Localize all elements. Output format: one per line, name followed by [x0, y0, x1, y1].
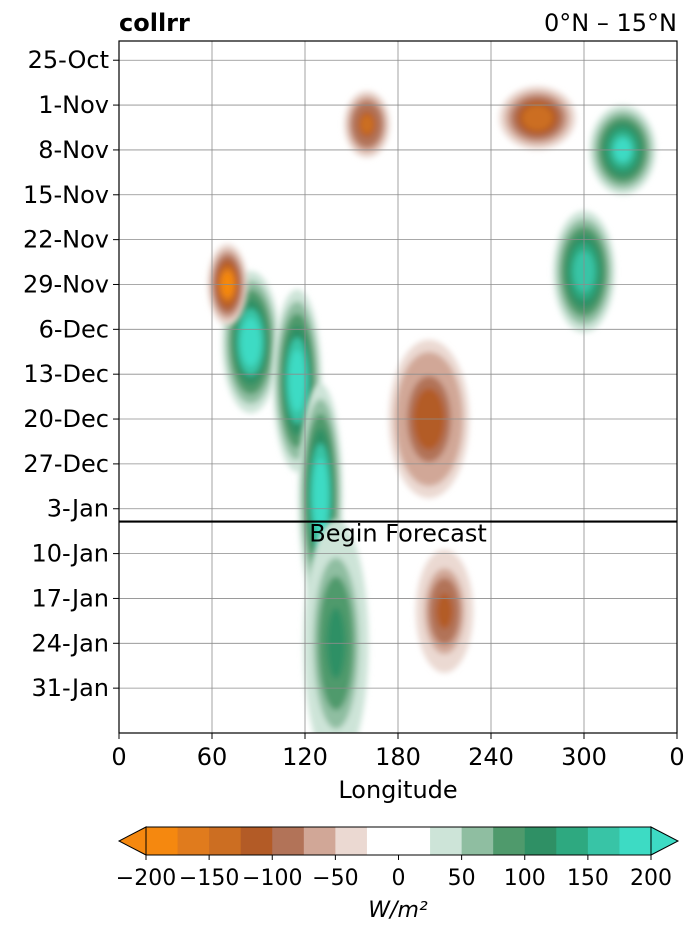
- y-tick-label: 22-Nov: [23, 226, 109, 254]
- feature-positive-4: [303, 520, 369, 733]
- colorbar-segment: [461, 827, 494, 855]
- chart-title: collrr: [119, 9, 190, 37]
- forecast-label: Begin Forecast: [309, 520, 487, 548]
- feature-negative-7: [344, 90, 390, 158]
- y-tick-label: 15-Nov: [23, 181, 109, 209]
- colorbar-segment: [272, 827, 305, 855]
- y-tick-label: 6-Dec: [39, 315, 109, 343]
- feature-negative-8: [499, 86, 576, 150]
- colorbar-extend-low: [117, 826, 147, 856]
- x-tick-label: 0: [669, 743, 684, 771]
- x-tick-label: 300: [561, 743, 607, 771]
- y-tick-label: 8-Nov: [38, 136, 109, 164]
- x-tick-label: 120: [282, 743, 328, 771]
- colorbar-label: W/m²: [368, 898, 428, 923]
- colorbar-segment: [335, 827, 368, 855]
- colorbar-segment: [430, 827, 463, 855]
- colorbar-tick-label: −200: [116, 866, 176, 891]
- colorbar-segment: [177, 827, 210, 855]
- y-tick-label: 1-Nov: [38, 91, 109, 119]
- y-tick-label: 27-Dec: [23, 450, 109, 478]
- colorbar-segment: [493, 827, 526, 855]
- y-axis: 25-Oct 1-Nov 8-Nov 15-Nov 22-Nov 29-Nov 6-Dec 1…: [23, 46, 119, 702]
- colorbar-segment: [303, 827, 336, 855]
- colorbar: −200 −150 −100 −50 0 50 100 150 200: [116, 826, 680, 891]
- colorbar-tick-label: 150: [567, 866, 609, 891]
- colorbar-tick-label: 0: [392, 866, 406, 891]
- colorbar-tick-label: 200: [630, 866, 672, 891]
- colorbar-segment: [619, 827, 652, 855]
- colorbar-segment: [587, 827, 620, 855]
- x-tick-label: 240: [468, 743, 514, 771]
- x-tick-label: 180: [375, 743, 421, 771]
- x-tick-label: 0: [111, 743, 126, 771]
- x-tick-label: 60: [197, 743, 228, 771]
- grid-lines: [119, 41, 677, 733]
- colorbar-tick-label: −50: [312, 866, 358, 891]
- colorbar-segment: [556, 827, 589, 855]
- colorbar-extend-high: [650, 826, 680, 856]
- x-axis: 0 60 120 180 240 300 0: [111, 733, 685, 771]
- y-tick-label: 31-Jan: [31, 674, 109, 702]
- y-tick-label: 13-Dec: [23, 360, 109, 388]
- y-tick-label: 29-Nov: [23, 270, 109, 298]
- y-tick-label: 25-Oct: [28, 46, 109, 74]
- colorbar-segment: [240, 827, 273, 855]
- y-tick-label: 20-Dec: [23, 405, 109, 433]
- y-tick-label: 3-Jan: [47, 495, 109, 523]
- colorbar-segment: [524, 827, 557, 855]
- y-tick-label: 24-Jan: [31, 629, 109, 657]
- colorbar-tick-label: 100: [504, 866, 546, 891]
- colorbar-segment: [209, 827, 242, 855]
- feature-positive-1: [222, 271, 280, 414]
- y-tick-label: 10-Jan: [31, 540, 109, 568]
- colorbar-segment: [366, 827, 431, 855]
- colorbar-tick-label: −150: [179, 866, 239, 891]
- colorbar-tick-label: 50: [448, 866, 476, 891]
- colorbar-segment: [146, 827, 179, 855]
- y-tick-label: 17-Jan: [31, 584, 109, 612]
- colorbar-tick-label: −100: [242, 866, 302, 891]
- feature-negative-10: [415, 549, 474, 673]
- x-axis-label: Longitude: [338, 776, 457, 804]
- chart-subtitle: 0°N – 15°N: [544, 9, 677, 37]
